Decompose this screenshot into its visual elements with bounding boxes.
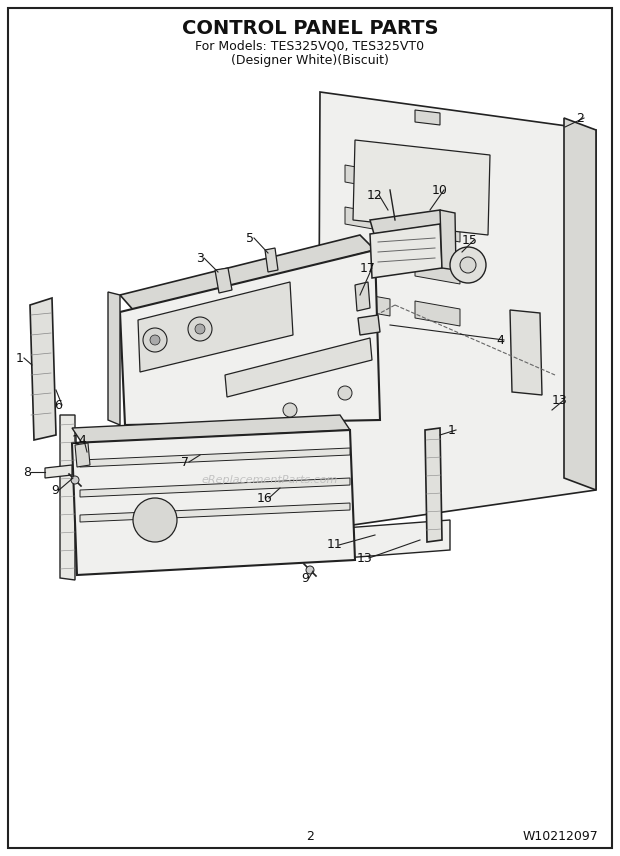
- Text: 17: 17: [360, 261, 376, 275]
- Polygon shape: [225, 338, 372, 397]
- Polygon shape: [345, 291, 390, 316]
- Polygon shape: [30, 298, 56, 440]
- Text: 11: 11: [327, 538, 343, 551]
- Text: 4: 4: [496, 334, 504, 347]
- Polygon shape: [415, 217, 460, 242]
- Text: CONTROL PANEL PARTS: CONTROL PANEL PARTS: [182, 19, 438, 38]
- Text: 7: 7: [181, 455, 189, 468]
- Text: 10: 10: [432, 183, 448, 197]
- Polygon shape: [318, 92, 596, 530]
- Polygon shape: [80, 478, 350, 497]
- Polygon shape: [440, 210, 456, 270]
- Circle shape: [460, 257, 476, 273]
- Polygon shape: [353, 140, 490, 235]
- Polygon shape: [72, 415, 350, 443]
- Polygon shape: [358, 315, 380, 335]
- Text: 6: 6: [54, 399, 62, 412]
- Text: 1: 1: [448, 424, 456, 437]
- Polygon shape: [138, 282, 293, 372]
- Polygon shape: [120, 235, 375, 312]
- Circle shape: [195, 324, 205, 334]
- Polygon shape: [415, 301, 460, 326]
- Polygon shape: [345, 207, 390, 232]
- Text: 9: 9: [51, 484, 59, 496]
- Text: 3: 3: [196, 252, 204, 265]
- Polygon shape: [370, 210, 444, 234]
- Circle shape: [71, 476, 79, 484]
- Circle shape: [450, 247, 486, 283]
- Polygon shape: [120, 250, 380, 425]
- Text: eReplacementParts.com: eReplacementParts.com: [202, 475, 338, 485]
- Polygon shape: [415, 175, 460, 200]
- Polygon shape: [415, 110, 440, 125]
- Text: 2: 2: [306, 829, 314, 842]
- Text: 8: 8: [23, 466, 31, 479]
- Text: 13: 13: [552, 394, 568, 407]
- Polygon shape: [355, 282, 370, 311]
- Text: (Designer White)(Biscuit): (Designer White)(Biscuit): [231, 54, 389, 67]
- Polygon shape: [510, 310, 542, 395]
- Text: W10212097: W10212097: [522, 829, 598, 842]
- Polygon shape: [108, 292, 120, 425]
- Polygon shape: [80, 503, 350, 522]
- Polygon shape: [45, 465, 72, 478]
- Text: 13: 13: [357, 551, 373, 564]
- Polygon shape: [415, 259, 460, 284]
- Circle shape: [338, 386, 352, 400]
- Polygon shape: [72, 430, 355, 575]
- Text: 12: 12: [367, 188, 383, 201]
- Text: 5: 5: [246, 231, 254, 245]
- Polygon shape: [215, 268, 232, 293]
- Polygon shape: [318, 520, 450, 560]
- Polygon shape: [345, 165, 390, 190]
- Circle shape: [150, 335, 160, 345]
- Circle shape: [143, 328, 167, 352]
- Circle shape: [133, 498, 177, 542]
- Polygon shape: [370, 224, 442, 278]
- Polygon shape: [345, 249, 390, 274]
- Text: 2: 2: [576, 111, 584, 124]
- Circle shape: [306, 566, 314, 574]
- Text: 14: 14: [72, 433, 88, 447]
- Polygon shape: [60, 415, 75, 580]
- Circle shape: [188, 317, 212, 341]
- Polygon shape: [265, 248, 278, 272]
- Polygon shape: [80, 448, 350, 467]
- Text: For Models: TES325VQ0, TES325VT0: For Models: TES325VQ0, TES325VT0: [195, 39, 425, 52]
- Text: 9: 9: [301, 572, 309, 585]
- Polygon shape: [75, 443, 90, 467]
- Polygon shape: [564, 118, 596, 490]
- Text: 16: 16: [257, 491, 273, 504]
- Text: 1: 1: [16, 352, 24, 365]
- Text: 15: 15: [462, 234, 478, 247]
- Polygon shape: [425, 428, 442, 542]
- Circle shape: [283, 403, 297, 417]
